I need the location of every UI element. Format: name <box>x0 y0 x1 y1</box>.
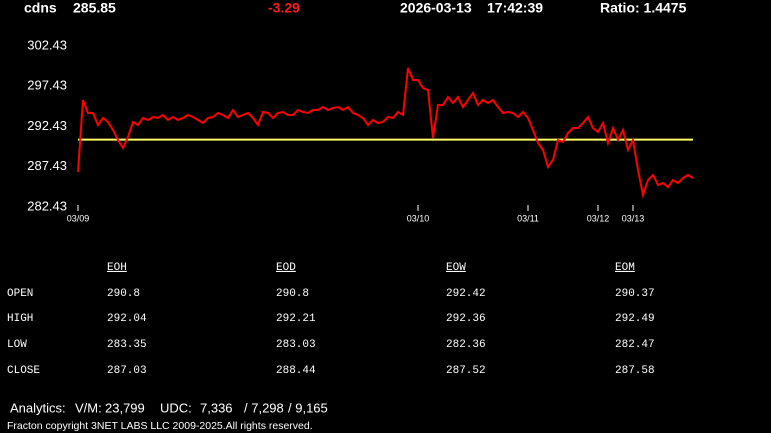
x-tick-label: 03/13 <box>622 213 645 223</box>
y-tick-label: 287.43 <box>27 158 67 173</box>
analytics-label: Analytics: <box>10 400 66 415</box>
x-tick-label: 03/10 <box>407 213 430 223</box>
cell: 292.21 <box>276 313 316 325</box>
udc-value: 7,336 <box>200 400 233 415</box>
column-header: EOW <box>446 262 466 274</box>
x-tick-label: 03/11 <box>517 213 539 223</box>
cell: 283.03 <box>276 339 316 351</box>
row-label: CLOSE <box>7 365 40 377</box>
vm-value: 23,799 <box>105 400 145 415</box>
symbol: cdns <box>24 0 57 16</box>
cell: 288.44 <box>276 365 316 377</box>
column-header: EOD <box>276 262 296 274</box>
y-tick-label: 292.43 <box>27 118 67 133</box>
x-tick-label: 03/12 <box>587 213 610 223</box>
udc-label: UDC: <box>160 400 192 415</box>
cell: 282.36 <box>446 339 486 351</box>
y-tick-label: 282.43 <box>27 198 67 213</box>
column-header: EOH <box>107 262 127 274</box>
vm-label: V/M: <box>75 400 102 415</box>
udc-value: / 7,298 <box>244 400 284 415</box>
cell: 292.04 <box>107 313 147 325</box>
cell: 292.42 <box>446 288 486 300</box>
cell: 282.47 <box>615 339 655 351</box>
cell: 292.36 <box>446 313 486 325</box>
price-line <box>77 67 694 199</box>
cell: 287.58 <box>615 365 655 377</box>
y-tick-label: 302.43 <box>27 37 67 52</box>
price: 285.85 <box>73 0 116 16</box>
cell: 287.52 <box>446 365 486 377</box>
x-tick-label: 03/09 <box>67 213 90 223</box>
ohlc-table: EOH EOD EOW EOM OPEN 290.8 290.8 292.42 290.37 HI… <box>7 262 655 377</box>
cell: 290.8 <box>107 288 140 300</box>
time: 17:42:39 <box>487 0 543 16</box>
row-label: OPEN <box>7 288 33 300</box>
ratio: Ratio: 1.4475 <box>600 0 687 16</box>
column-header: EOM <box>615 262 635 274</box>
cell: 290.8 <box>276 288 309 300</box>
cell: 292.49 <box>615 313 655 325</box>
cell: 290.37 <box>615 288 655 300</box>
date: 2026-03-13 <box>400 0 472 16</box>
cell: 283.35 <box>107 339 147 351</box>
cell: 287.03 <box>107 365 147 377</box>
udc-value: / 9,165 <box>288 400 328 415</box>
row-label: LOW <box>7 339 27 351</box>
row-label: HIGH <box>7 313 33 325</box>
footer: Fracton copyright 3NET LABS LLC 2009-202… <box>7 420 313 432</box>
change: -3.29 <box>268 0 300 16</box>
y-tick-label: 297.43 <box>27 78 67 93</box>
